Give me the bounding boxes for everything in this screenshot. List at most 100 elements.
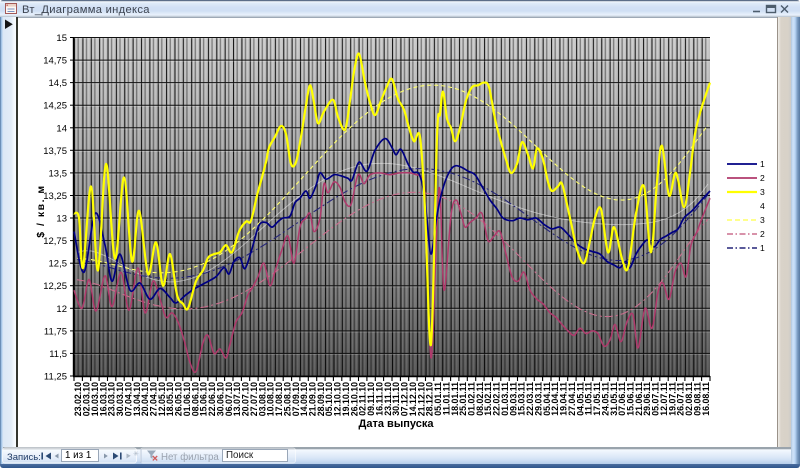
svg-text:15.02.11: 15.02.11 <box>483 382 493 416</box>
svg-text:27.04.11: 27.04.11 <box>567 382 577 416</box>
svg-text:09.08.11: 09.08.11 <box>692 382 702 416</box>
svg-text:26.07.11: 26.07.11 <box>676 382 686 416</box>
svg-text:14,25: 14,25 <box>43 101 67 112</box>
svg-text:11,75: 11,75 <box>44 326 67 337</box>
svg-text:14: 14 <box>56 123 67 134</box>
svg-text:30.03.10: 30.03.10 <box>115 382 125 416</box>
svg-text:12.10.10: 12.10.10 <box>333 382 343 416</box>
svg-text:02.03.10: 02.03.10 <box>82 382 92 416</box>
svg-text:03.08.10: 03.08.10 <box>257 382 267 416</box>
svg-text:12,75: 12,75 <box>43 236 67 247</box>
svg-text:12,5: 12,5 <box>49 259 68 270</box>
svg-text:15.06.10: 15.06.10 <box>199 382 209 416</box>
svg-text:12.05.10: 12.05.10 <box>157 382 167 416</box>
svg-text:05.07.11: 05.07.11 <box>651 382 661 416</box>
svg-text:15.06.11: 15.06.11 <box>626 382 636 416</box>
svg-text:11.01.11: 11.01.11 <box>441 382 451 415</box>
svg-text:21.09.10: 21.09.10 <box>308 382 318 416</box>
svg-text:19.04.11: 19.04.11 <box>559 382 569 416</box>
svg-text:13.04.10: 13.04.10 <box>132 382 142 416</box>
svg-text:19.07.11: 19.07.11 <box>667 382 677 416</box>
svg-text:13: 13 <box>56 214 67 225</box>
svg-text:18.05.10: 18.05.10 <box>165 382 175 416</box>
svg-text:2: 2 <box>760 173 765 183</box>
svg-text:23.03.10: 23.03.10 <box>107 382 117 416</box>
svg-text:28.09.10: 28.09.10 <box>316 382 326 416</box>
svg-text:22.02.11: 22.02.11 <box>492 382 502 416</box>
svg-text:14,5: 14,5 <box>49 78 68 89</box>
svg-text:1: 1 <box>760 243 765 253</box>
svg-text:07.04.10: 07.04.10 <box>123 382 133 416</box>
svg-text:07.06.11: 07.06.11 <box>617 382 627 416</box>
svg-text:1: 1 <box>760 159 765 169</box>
svg-text:22.03.11: 22.03.11 <box>525 382 535 416</box>
svg-text:12: 12 <box>56 304 67 315</box>
svg-text:20.04.10: 20.04.10 <box>140 382 150 416</box>
svg-text:28.12.10: 28.12.10 <box>425 382 435 416</box>
svg-text:15.03.11: 15.03.11 <box>517 382 527 416</box>
svg-text:24.05.11: 24.05.11 <box>600 382 610 416</box>
svg-text:16.11.10: 16.11.10 <box>374 382 384 416</box>
svg-text:05.10.10: 05.10.10 <box>324 382 334 416</box>
svg-text:13,25: 13,25 <box>43 191 67 202</box>
svg-text:25.08.10: 25.08.10 <box>282 382 292 416</box>
svg-text:02.08.11: 02.08.11 <box>684 382 694 416</box>
svg-text:19.10.10: 19.10.10 <box>341 382 351 416</box>
svg-text:12.07.11: 12.07.11 <box>659 382 669 416</box>
svg-text:13,75: 13,75 <box>43 146 67 157</box>
svg-text:20.07.10: 20.07.10 <box>241 382 251 416</box>
svg-text:08.06.10: 08.06.10 <box>190 382 200 416</box>
svg-text:04.05.11: 04.05.11 <box>575 382 585 416</box>
svg-text:13.07.10: 13.07.10 <box>232 382 242 416</box>
svg-text:05.01.11: 05.01.11 <box>433 382 443 416</box>
svg-text:06.07.10: 06.07.10 <box>224 382 234 416</box>
svg-text:08.02.11: 08.02.11 <box>475 382 485 416</box>
svg-text:23.11.10: 23.11.10 <box>383 382 393 416</box>
svg-text:$ / кв. м: $ / кв. м <box>35 184 47 237</box>
svg-text:3: 3 <box>760 215 765 225</box>
svg-text:11.05.11: 11.05.11 <box>584 382 594 415</box>
svg-text:10.03.10: 10.03.10 <box>90 382 100 416</box>
svg-text:09.11.10: 09.11.10 <box>366 382 376 416</box>
svg-text:23.02.10: 23.02.10 <box>73 382 83 416</box>
svg-text:12,25: 12,25 <box>43 281 67 292</box>
svg-text:01.06.10: 01.06.10 <box>182 382 192 416</box>
svg-text:02.11.10: 02.11.10 <box>358 382 368 416</box>
svg-text:21.06.11: 21.06.11 <box>634 382 644 416</box>
svg-text:18.01.11: 18.01.11 <box>450 382 460 416</box>
svg-text:Дата выпуска: Дата выпуска <box>359 418 435 430</box>
svg-text:31.05.11: 31.05.11 <box>609 382 619 416</box>
svg-text:11,5: 11,5 <box>49 349 67 360</box>
svg-text:2: 2 <box>760 229 765 239</box>
svg-text:17.05.11: 17.05.11 <box>592 382 602 416</box>
svg-text:29.03.11: 29.03.11 <box>533 382 543 416</box>
svg-text:29.06.11: 29.06.11 <box>642 382 652 416</box>
svg-text:27.04.10: 27.04.10 <box>149 382 159 416</box>
svg-text:16.03.10: 16.03.10 <box>98 382 108 416</box>
svg-text:27.07.10: 27.07.10 <box>249 382 259 416</box>
svg-text:13,5: 13,5 <box>49 168 68 179</box>
svg-text:15: 15 <box>56 33 67 44</box>
svg-text:12.04.11: 12.04.11 <box>550 382 560 416</box>
svg-text:3: 3 <box>760 187 765 197</box>
svg-text:22.06.10: 22.06.10 <box>207 382 217 416</box>
svg-text:01.02.11: 01.02.11 <box>467 382 477 416</box>
svg-text:30.11.10: 30.11.10 <box>391 382 401 416</box>
svg-text:05.04.11: 05.04.11 <box>542 382 552 416</box>
svg-text:14,75: 14,75 <box>43 56 67 67</box>
svg-text:25.01.11: 25.01.11 <box>458 382 468 416</box>
svg-text:07.09.10: 07.09.10 <box>291 382 301 416</box>
svg-text:09.03.11: 09.03.11 <box>508 382 518 416</box>
svg-text:26.05.10: 26.05.10 <box>174 382 184 416</box>
svg-text:17.08.10: 17.08.10 <box>274 382 284 416</box>
svg-text:4: 4 <box>760 201 765 211</box>
svg-text:14.12.10: 14.12.10 <box>408 382 418 416</box>
svg-text:07.12.10: 07.12.10 <box>400 382 410 416</box>
svg-text:11,25: 11,25 <box>44 372 67 383</box>
svg-text:21.12.10: 21.12.10 <box>416 382 426 416</box>
svg-text:16.08.11: 16.08.11 <box>701 382 711 416</box>
svg-text:30.06.10: 30.06.10 <box>215 382 225 416</box>
svg-text:01.03.11: 01.03.11 <box>500 382 510 416</box>
svg-text:10.08.10: 10.08.10 <box>266 382 276 416</box>
svg-text:26.10.10: 26.10.10 <box>349 382 359 416</box>
